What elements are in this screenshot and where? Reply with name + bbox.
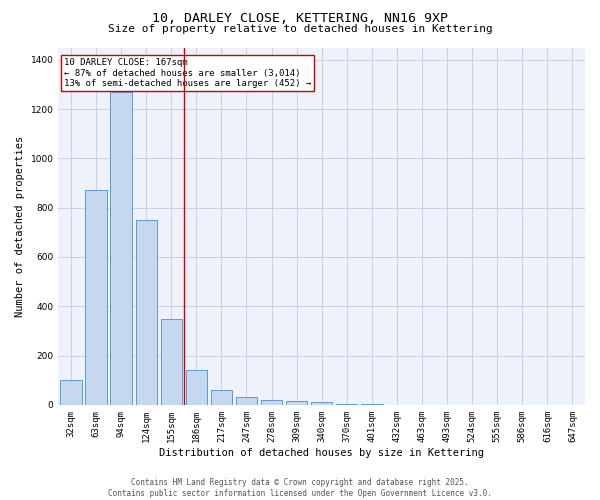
X-axis label: Distribution of detached houses by size in Kettering: Distribution of detached houses by size … [159,448,484,458]
Bar [236,398,257,405]
Bar [161,318,182,405]
Bar [336,404,358,405]
Bar [286,401,307,405]
Bar [136,220,157,405]
Bar [261,400,282,405]
Text: Contains HM Land Registry data © Crown copyright and database right 2025.
Contai: Contains HM Land Registry data © Crown c… [108,478,492,498]
Text: 10, DARLEY CLOSE, KETTERING, NN16 9XP: 10, DARLEY CLOSE, KETTERING, NN16 9XP [152,12,448,26]
Bar [60,380,82,405]
Bar [110,92,132,405]
Bar [85,190,107,405]
Text: Size of property relative to detached houses in Kettering: Size of property relative to detached ho… [107,24,493,34]
Bar [185,370,207,405]
Bar [311,402,332,405]
Y-axis label: Number of detached properties: Number of detached properties [15,136,25,317]
Bar [211,390,232,405]
Text: 10 DARLEY CLOSE: 167sqm
← 87% of detached houses are smaller (3,014)
13% of semi: 10 DARLEY CLOSE: 167sqm ← 87% of detache… [64,58,311,88]
